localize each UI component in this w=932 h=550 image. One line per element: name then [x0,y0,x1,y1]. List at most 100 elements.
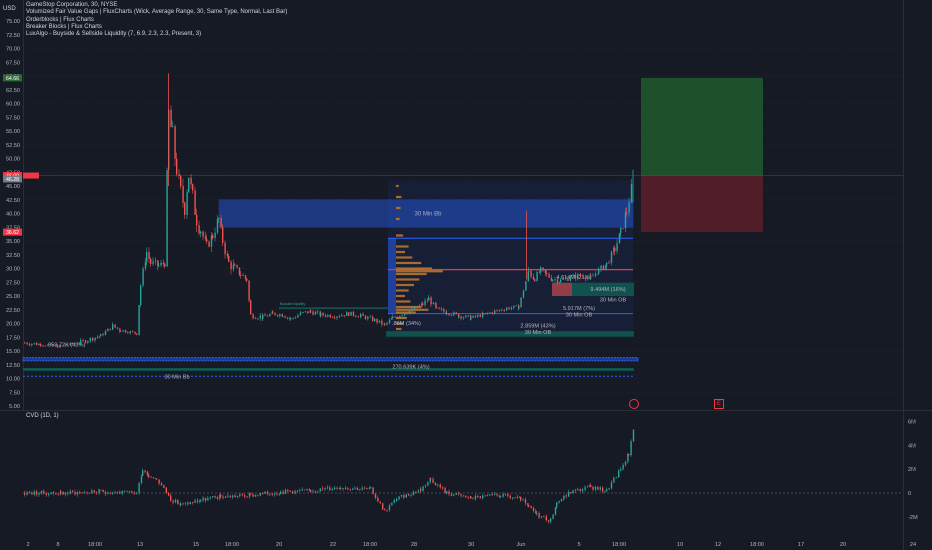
candle-body [327,314,329,317]
candle-body [274,312,276,315]
cvd-body [410,495,412,496]
candle-body [160,262,162,266]
cvd-body [187,502,189,505]
price-tick-label: 35.00 [6,239,20,245]
candle-body [482,313,484,317]
indicator-breaker[interactable]: Breaker Blocks | Flux Charts [26,23,102,30]
cvd-body [477,496,479,497]
candle-body [453,312,455,316]
candle-body [484,313,486,315]
candle-body [38,343,40,346]
cvd-body [319,488,321,492]
currency-label[interactable]: USD [3,6,16,12]
candle-body [580,275,582,277]
cvd-body [530,506,532,508]
cvd-body [630,441,632,456]
profile-bar [396,311,416,314]
cvd-body [209,497,211,499]
buyside-label: Buyside liquidity [280,302,305,306]
cvd-body [280,491,282,494]
candle-body [307,311,309,314]
indicator-liquidity[interactable]: LuxAlgo - Buyside & Sellside Liquidity (… [26,31,202,38]
cvd-body [632,429,635,442]
cvd-body [299,490,301,492]
cvd-body [216,497,219,499]
orderblock-1 [552,282,634,296]
time-axis-label: 18:00 [88,542,102,548]
lightning-icon[interactable] [629,399,639,409]
symbol-title[interactable]: GameStop Corporation, 30, NYSE [26,2,118,8]
cvd-body [45,493,47,495]
candle-body [564,278,567,280]
cvd-body [192,502,194,503]
cvd-body [388,505,391,511]
candle-body [242,275,244,277]
candle-body [606,262,608,265]
price-badge [3,74,22,82]
cvd-title[interactable]: CVD (1D, 1) [26,413,59,419]
cvd-body [254,494,257,497]
cvd-body [502,493,504,497]
cvd-body [304,489,306,491]
candle-body [84,340,87,343]
candle-body [150,259,152,264]
candle-body [528,270,530,272]
indicator-orderblocks[interactable]: Orderblocks | Flux Charts [26,16,94,23]
candle-body [269,313,271,317]
candle-body [455,312,457,314]
candle-body [69,342,71,346]
candle-body [56,345,59,348]
cvd-body [496,493,498,496]
cvd-body [107,493,109,495]
candle-body [443,309,445,312]
time-axis-label: 28 [411,542,417,548]
price-badge [3,228,22,236]
cvd-body [57,494,59,496]
cvd-body [535,510,537,514]
price-badge [3,175,22,183]
price-tick-label: 15.00 [6,349,20,355]
cvd-body [96,492,98,494]
cvd-body [444,488,446,494]
cvd-body [165,487,167,494]
candle-body [271,311,273,314]
candle-body [138,305,140,335]
candle-body [536,271,538,281]
candle-body [374,318,376,321]
cvd-body [572,490,574,494]
cvd-body [558,500,560,503]
candle-body [67,345,69,347]
candle-body [226,253,229,256]
indicator-fvg[interactable]: Volumized Fair Value Gaps | FluxCharts (… [26,9,288,16]
cvd-body [306,488,308,490]
candle-body [154,260,157,262]
price-tick-label: 32.50 [6,253,20,259]
candle-body [116,327,119,329]
cvd-body [554,507,557,515]
candle-body [289,317,291,319]
cvd-body [465,495,467,498]
earnings-icon[interactable]: E [714,399,724,409]
candle-body [290,318,292,320]
candle-body [510,307,513,310]
cvd-body [329,487,331,490]
cvd-body [368,487,371,489]
candle-body [408,310,411,314]
candle-body [262,314,264,319]
candle-body [486,313,489,314]
candle-body [96,336,99,338]
cvd-body [509,496,511,498]
price-tick-label: 27.50 [6,280,20,286]
candle-body [513,305,515,308]
candle-body [628,202,630,213]
cvd-body [241,494,243,496]
profile-bar [396,267,432,270]
candle-body [230,261,232,270]
candle-body [166,170,168,267]
candle-body [401,315,403,316]
cvd-body [618,470,620,478]
cvd-body [234,495,236,497]
candle-body [107,328,109,332]
cvd-body [516,496,519,498]
